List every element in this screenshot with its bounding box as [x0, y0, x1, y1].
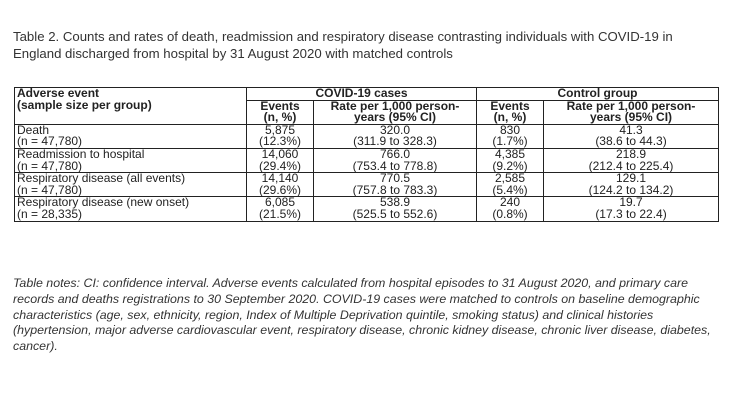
- control-rate-value: 19.7: [619, 195, 643, 210]
- covid-rate-ci: (753.4 to 778.8): [352, 158, 438, 173]
- control-events-percent: (9.2%): [492, 158, 528, 173]
- covid-events-cell: 14,140 (29.6%): [246, 171, 314, 198]
- header-adverse-event: Adverse event: [14, 87, 247, 101]
- event-name: Readmission to hospital: [17, 146, 145, 161]
- header-rate-line1: Rate per 1,000 person-: [330, 98, 460, 113]
- header-sample-size: (sample size per group): [14, 99, 247, 125]
- event-sample-size: (n = 47,780): [17, 182, 83, 197]
- header-control-rate: Rate per 1,000 person- years (95% CI): [542, 98, 720, 125]
- control-events-percent: (0.8%): [492, 206, 528, 221]
- covid-events-percent: (12.3%): [258, 134, 302, 149]
- control-rate-cell: 129.1 (124.2 to 134.2): [542, 171, 720, 198]
- covid-events-cell: 5,875 (12.3%): [246, 122, 314, 149]
- event-sample-size: (n = 47,780): [17, 134, 83, 149]
- control-rate-cell: 218.9 (212.4 to 225.4): [542, 146, 720, 174]
- event-cell: Respiratory disease (all events) (n = 47…: [14, 171, 247, 198]
- event-cell: Death (n = 47,780): [14, 122, 247, 149]
- header-row-columns: (sample size per group) Events (n, %) Ra…: [14, 98, 720, 125]
- event-sample-size: (n = 28,335): [17, 206, 83, 221]
- control-events-percent: (5.4%): [492, 182, 528, 197]
- event-name: Respiratory disease (all events): [17, 171, 186, 186]
- covid-rate-value: 766.0: [379, 146, 411, 161]
- covid-rate-cell: 320.0 (311.9 to 328.3): [313, 122, 477, 149]
- header-events-line2: (n, %): [493, 110, 527, 125]
- control-events-percent: (1.7%): [492, 134, 528, 149]
- covid-events-count: 14,140: [261, 171, 299, 186]
- control-rate-value: 41.3: [619, 122, 643, 137]
- covid-events-count: 14,060: [261, 146, 299, 161]
- header-rate-line2: years (95% CI): [353, 110, 437, 125]
- event-sample-size: (n = 47,780): [17, 158, 83, 173]
- covid-events-count: 5,875: [264, 122, 296, 137]
- header-covid-group: COVID-19 cases: [246, 87, 477, 101]
- control-events-count: 830: [499, 122, 521, 137]
- control-events-count: 2,585: [494, 171, 526, 186]
- covid-rate-cell: 766.0 (753.4 to 778.8): [313, 146, 477, 174]
- table-caption: Table 2. Counts and rates of death, read…: [13, 29, 673, 61]
- control-events-cell: 4,385 (9.2%): [476, 146, 544, 174]
- control-events-count: 240: [499, 195, 521, 210]
- covid-rate-value: 320.0: [379, 122, 411, 137]
- covid-rate-value: 770.5: [379, 171, 411, 186]
- control-rate-cell: 19.7 (17.3 to 22.4): [542, 195, 720, 222]
- header-rate-line2: years (95% CI): [589, 110, 673, 125]
- header-covid-events: Events (n, %): [246, 98, 314, 125]
- covid-rate-ci: (757.8 to 783.3): [352, 182, 438, 197]
- header-events-line2: (n, %): [263, 110, 297, 125]
- control-events-count: 4,385: [494, 146, 526, 161]
- control-rate-ci: (38.6 to 44.3): [595, 134, 667, 149]
- header-control-events: Events (n, %): [476, 98, 544, 125]
- table-notes: Table notes: CI: confidence interval. Ad…: [13, 276, 711, 354]
- table-row-respiratory-new-onset: Respiratory disease (new onset) (n = 28,…: [14, 195, 720, 222]
- results-table: Adverse event COVID-19 cases Control gro…: [14, 87, 720, 222]
- control-events-cell: 240 (0.8%): [476, 195, 544, 222]
- event-cell: Readmission to hospital (n = 47,780): [14, 146, 247, 174]
- header-rate-line1: Rate per 1,000 person-: [566, 98, 696, 113]
- control-rate-ci: (124.2 to 134.2): [588, 182, 674, 197]
- control-rate-value: 129.1: [615, 171, 647, 186]
- control-events-cell: 830 (1.7%): [476, 122, 544, 149]
- covid-rate-ci: (525.5 to 552.6): [352, 206, 438, 221]
- covid-events-percent: (21.5%): [258, 206, 302, 221]
- covid-events-cell: 14,060 (29.4%): [246, 146, 314, 174]
- control-rate-ci: (212.4 to 225.4): [588, 158, 674, 173]
- header-row-groups: Adverse event COVID-19 cases Control gro…: [14, 87, 720, 101]
- covid-rate-cell: 538.9 (525.5 to 552.6): [313, 195, 477, 222]
- event-name: Respiratory disease (new onset): [17, 195, 190, 210]
- covid-rate-ci: (311.9 to 328.3): [353, 134, 437, 149]
- covid-events-count: 6,085: [264, 195, 296, 210]
- event-cell: Respiratory disease (new onset) (n = 28,…: [14, 195, 247, 222]
- header-covid-rate: Rate per 1,000 person- years (95% CI): [313, 98, 477, 125]
- header-events-line1: Events: [260, 98, 300, 113]
- control-events-cell: 2,585 (5.4%): [476, 171, 544, 198]
- event-name: Death: [17, 122, 50, 137]
- control-rate-ci: (17.3 to 22.4): [595, 206, 667, 221]
- covid-events-percent: (29.4%): [258, 158, 302, 173]
- control-rate-cell: 41.3 (38.6 to 44.3): [542, 122, 720, 149]
- table-row-respiratory-all: Respiratory disease (all events) (n = 47…: [14, 171, 720, 198]
- table-row-readmission: Readmission to hospital (n = 47,780) 14,…: [14, 146, 720, 174]
- control-rate-value: 218.9: [615, 146, 647, 161]
- covid-events-percent: (29.6%): [258, 182, 302, 197]
- header-events-line1: Events: [490, 98, 530, 113]
- covid-rate-value: 538.9: [379, 195, 411, 210]
- covid-rate-cell: 770.5 (757.8 to 783.3): [313, 171, 477, 198]
- covid-events-cell: 6,085 (21.5%): [246, 195, 314, 222]
- header-control-group: Control group: [475, 87, 720, 101]
- table-row-death: Death (n = 47,780) 5,875 (12.3%) 320.0 (…: [14, 122, 720, 149]
